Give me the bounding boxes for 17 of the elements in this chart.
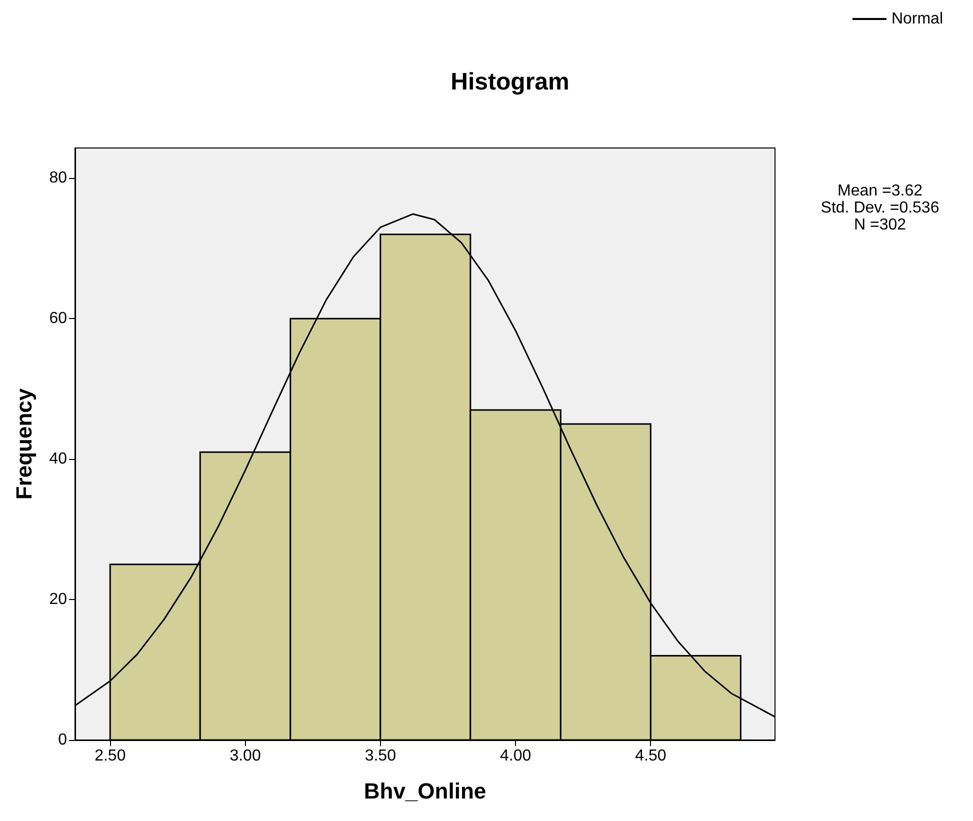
x-tick-label: 4.50: [635, 748, 666, 764]
x-tick-label: 2.50: [94, 748, 126, 764]
y-tick-label: 0: [58, 732, 68, 748]
text: Std. Dev. =0.536: [820, 200, 940, 216]
x-tick-label: 4.00: [500, 748, 532, 764]
x-tick-label: 3.50: [364, 748, 396, 764]
chart-title: Histogram: [450, 68, 570, 96]
y-tick-label: 20: [49, 591, 68, 608]
y-axis-title: Frequency: [12, 388, 36, 500]
y-tick-label: 60: [49, 310, 68, 328]
y-tick-label: 40: [49, 450, 68, 468]
text: N =302: [854, 216, 906, 234]
text: Mean =3.62: [838, 182, 923, 200]
legend-label: Normal: [891, 10, 943, 28]
y-tick-label: 80: [49, 170, 68, 187]
x-tick-label: 3.00: [230, 748, 261, 764]
x-axis-title: Bhv_Online: [364, 778, 486, 804]
